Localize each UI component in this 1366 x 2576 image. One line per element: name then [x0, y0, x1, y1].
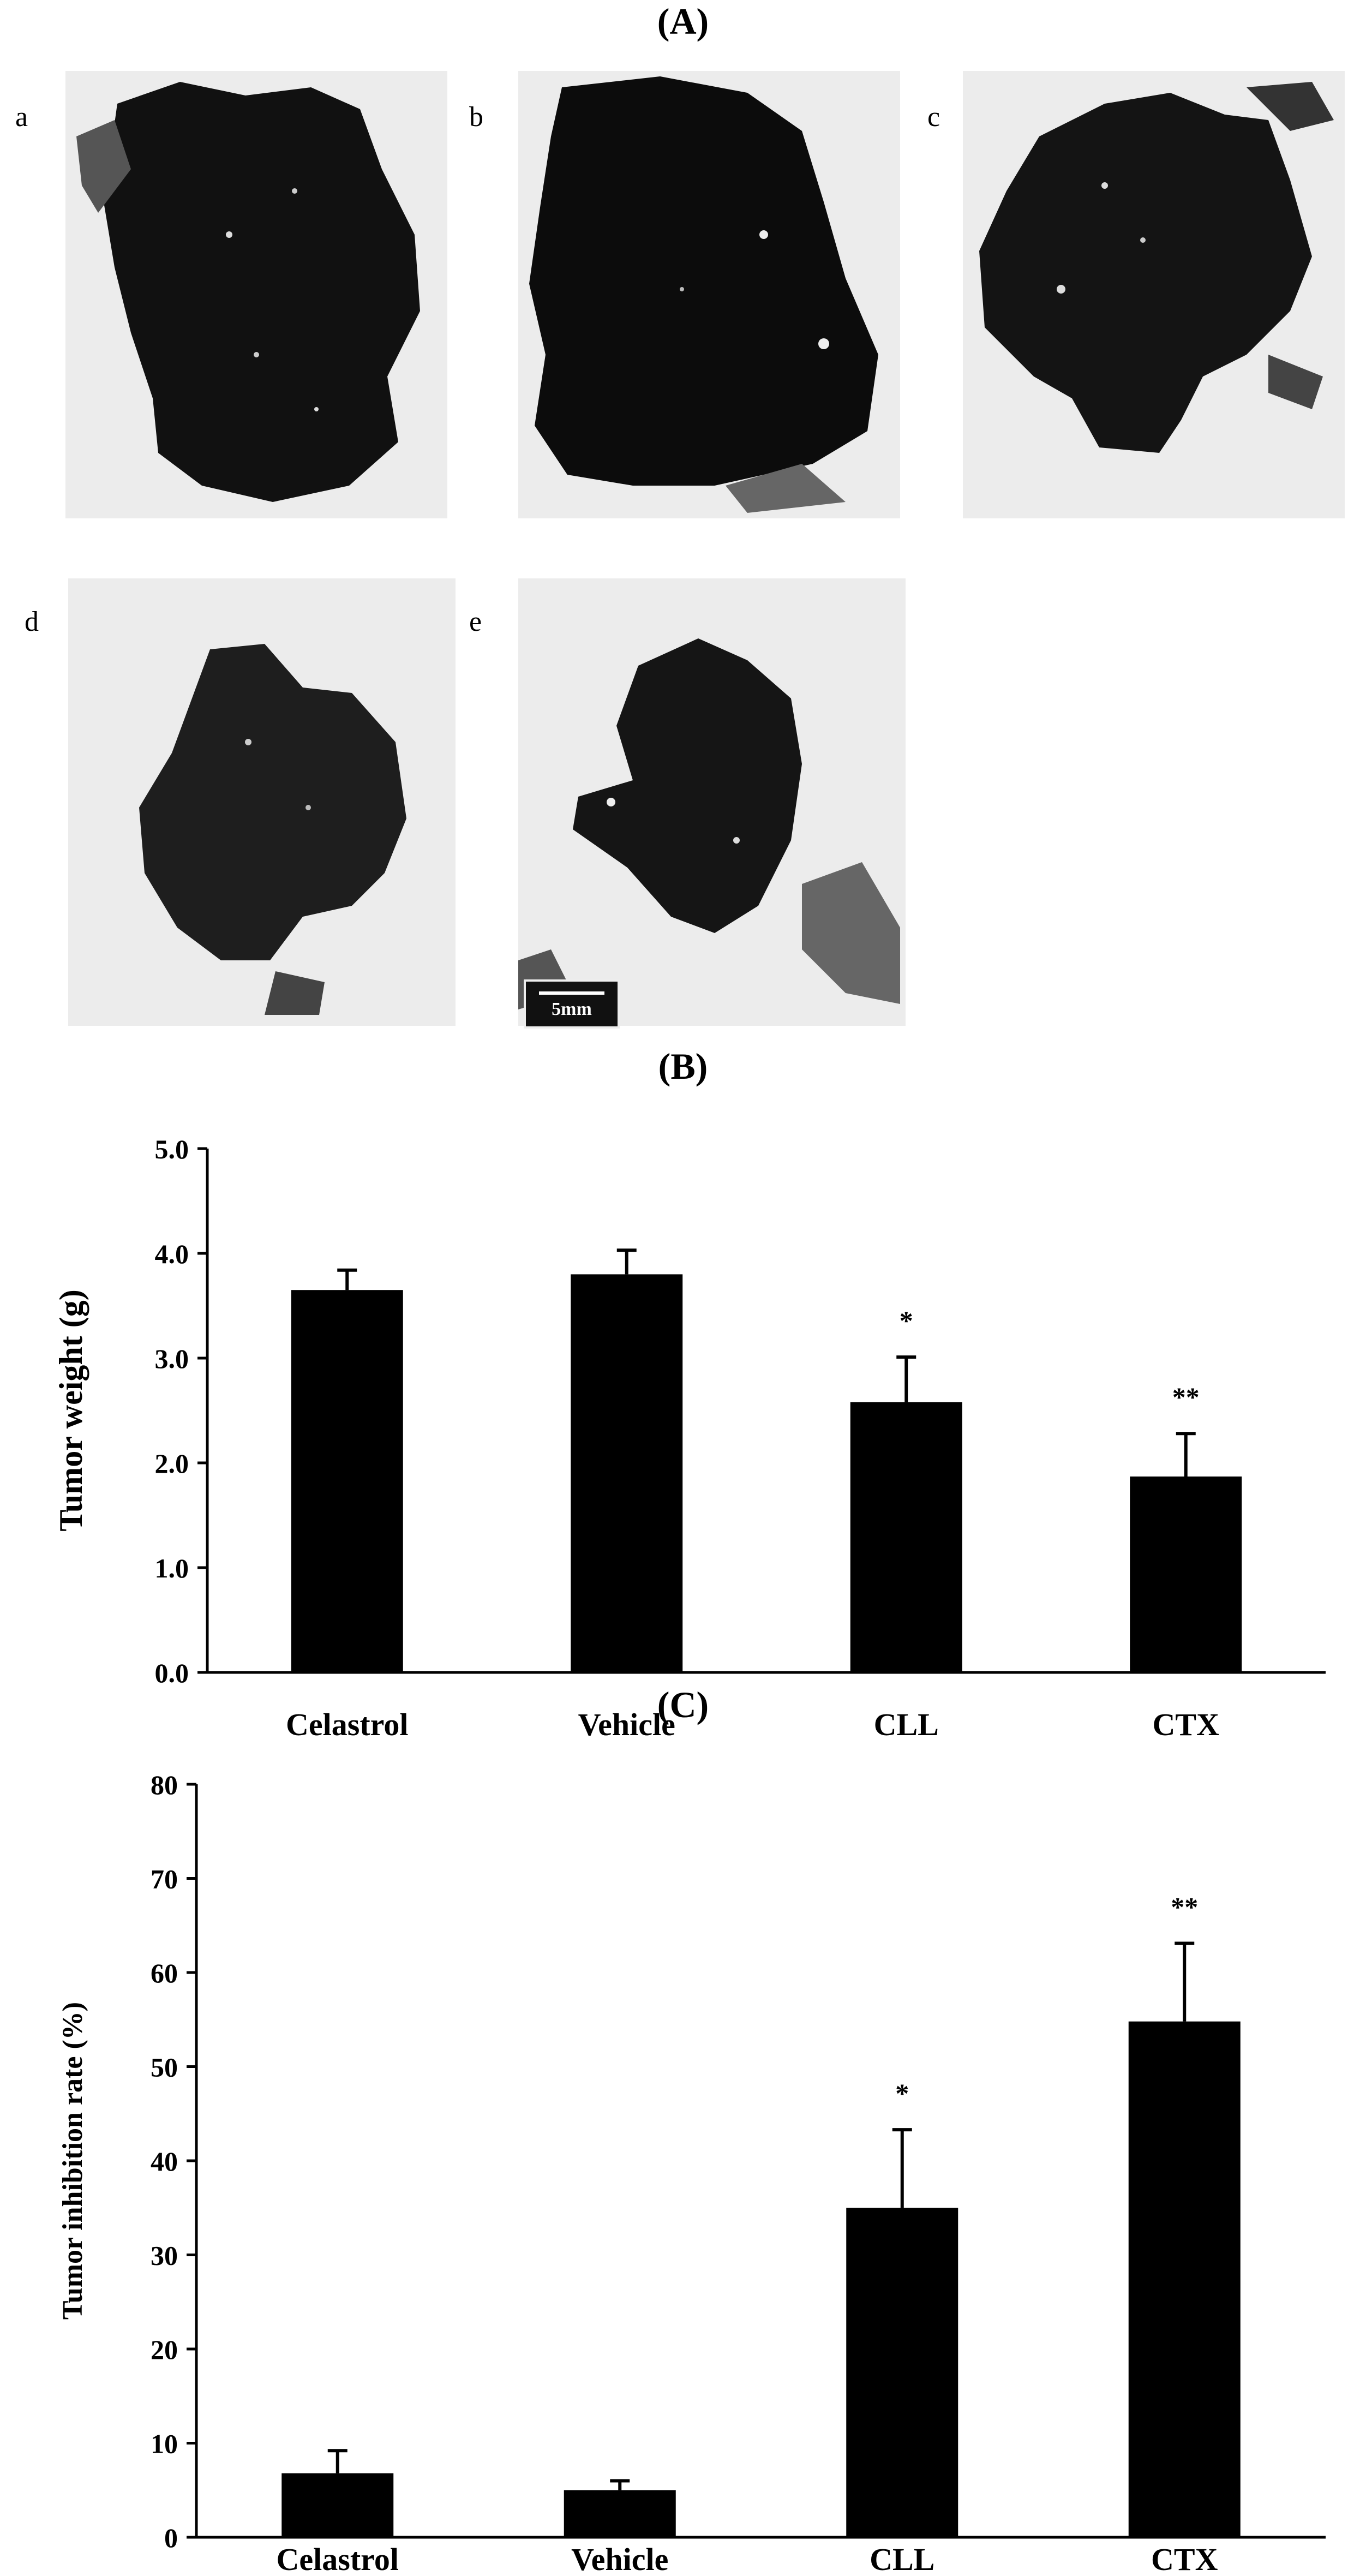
y-tick-label: 0 — [164, 2523, 178, 2553]
bar-celastrol — [281, 2473, 394, 2537]
bar-celastrol — [291, 1290, 403, 1672]
significance-marker: * — [895, 2078, 909, 2108]
significance-marker: ** — [1171, 1892, 1198, 1922]
photo-d-letter: d — [25, 606, 39, 637]
y-tick-label: 2.0 — [155, 1448, 189, 1479]
tumor-photo-e — [518, 578, 906, 1026]
x-tick-label: CLL — [870, 2542, 934, 2576]
significance-marker: ** — [1172, 1382, 1200, 1412]
x-tick-label: CTX — [1153, 1707, 1220, 1742]
tumor-photo-d — [68, 578, 456, 1026]
y-axis-label: Tumor inhibition rate (%) — [57, 2002, 88, 2320]
y-tick-label: 50 — [151, 2052, 178, 2083]
y-tick-label: 4.0 — [155, 1239, 189, 1269]
scale-bar-label: 5mm — [552, 999, 592, 1019]
x-tick-label: Vehicle — [571, 2542, 668, 2576]
bar-vehicle — [564, 2490, 676, 2537]
panel-a-title: (A) — [657, 1, 709, 42]
scale-bar-line — [539, 991, 604, 995]
y-tick-label: 10 — [151, 2429, 178, 2459]
tumor-inhibition-chart: 0 10 20 30 40 50 60 70 80 Tumor inhibition rate (… — [57, 1770, 1326, 2576]
bar-ctx — [1130, 1476, 1242, 1672]
bar-vehicle — [571, 1274, 683, 1672]
photo-b-letter: b — [469, 101, 483, 133]
y-tick-label: 0.0 — [155, 1658, 189, 1688]
y-tick-label: 3.0 — [155, 1343, 189, 1374]
y-tick-label: 80 — [151, 1770, 178, 1800]
y-tick-label: 70 — [151, 1864, 178, 1894]
x-tick-label: Celastrol — [277, 2542, 399, 2576]
y-tick-label: 30 — [151, 2240, 178, 2271]
bar-cll — [850, 1402, 962, 1672]
tumor-photo-a — [65, 71, 447, 518]
bar-ctx — [1128, 2021, 1241, 2537]
x-tick-label: Celastrol — [286, 1707, 408, 1742]
scale-bar: 5mm — [524, 979, 620, 1029]
panel-c-title: (C) — [657, 1684, 709, 1725]
photo-a-letter: a — [15, 101, 28, 133]
y-tick-label: 40 — [151, 2146, 178, 2177]
y-tick-label: 5.0 — [155, 1134, 189, 1164]
bar-cll — [846, 2208, 958, 2537]
x-tick-label: CLL — [874, 1707, 939, 1742]
y-tick-label: 60 — [151, 1958, 178, 1988]
photo-e-letter: e — [469, 606, 482, 637]
x-tick-label: CTX — [1151, 2542, 1218, 2576]
significance-marker: * — [900, 1305, 913, 1336]
y-tick-label: 20 — [151, 2334, 178, 2365]
tumor-weight-chart: 0.0 1.0 2.0 3.0 4.0 5.0 Tumor weight (g) Celast… — [53, 1134, 1326, 1742]
tumor-photo-c — [963, 71, 1345, 518]
y-axis-label: Tumor weight (g) — [53, 1289, 89, 1531]
tumor-photo-b — [518, 71, 900, 518]
y-tick-label: 1.0 — [155, 1553, 189, 1583]
photo-c-letter: c — [927, 101, 940, 133]
panel-b-title: (B) — [658, 1045, 708, 1087]
x-tick-label: Vehicle — [578, 1707, 675, 1742]
